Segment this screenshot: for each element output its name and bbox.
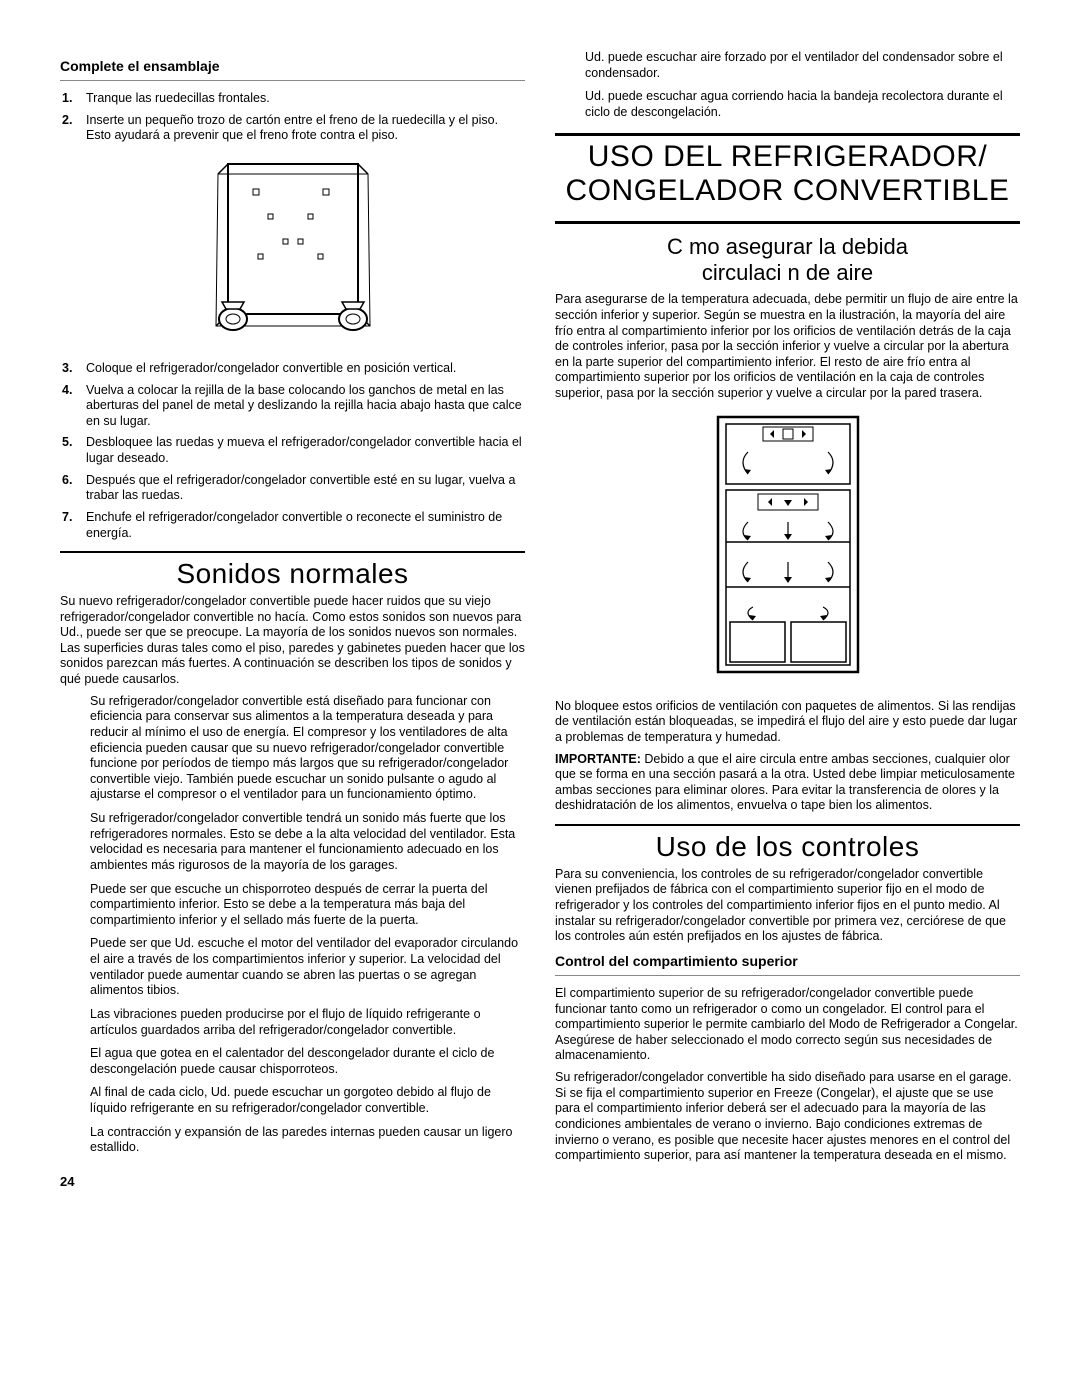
section-title-sounds: Sonidos normales [60,559,525,590]
sound-item: Su refrigerador/congelador convertible t… [60,811,525,874]
sound-item: Puede ser que Ud. escuche el motor del v… [60,936,525,999]
sound-item: La contracción y expansión de las parede… [60,1125,525,1156]
airflow-para2: No bloquee estos orificios de ventilació… [555,699,1020,746]
controls-para3: Su refrigerador/congelador convertible h… [555,1070,1020,1164]
list-item: Enchufe el refrigerador/congelador conve… [60,510,525,541]
sound-item: Las vibraciones pueden producirse por el… [60,1007,525,1038]
list-item: Inserte un pequeño trozo de cartón entre… [60,113,525,144]
subtitle-line1: C mo asegurar la debida [667,234,908,259]
list-item: Después que el refrigerador/congelador c… [60,473,525,504]
title-line1: USO DEL REFRIGERADOR/ [588,140,987,173]
divider [60,551,525,553]
controls-para2: El compartimiento superior de su refrige… [555,986,1020,1064]
figure-airflow [555,412,1020,687]
sounds-intro: Su nuevo refrigerador/congelador convert… [60,594,525,688]
subhead-upper-control: Control del compartimiento superior [555,953,1020,969]
sound-item: Ud. puede escuchar aire forzado por el v… [555,50,1020,81]
subsection-title-controls: Uso de los controles [555,832,1020,863]
subhead-complete-assembly: Complete el ensamblaje [60,58,525,74]
airflow-important: IMPORTANTE: Debido a que el aire circula… [555,752,1020,815]
list-item: Tranque las ruedecillas frontales. [60,91,525,107]
sound-item: Su refrigerador/congelador convertible e… [60,694,525,803]
assembly-steps-part1: Tranque las ruedecillas frontales. Inser… [60,91,525,144]
airflow-para1: Para asegurarse de la temperatura adecua… [555,292,1020,401]
list-item: Coloque el refrigerador/congelador conve… [60,361,525,377]
divider [555,824,1020,826]
subsection-title-airflow: C mo asegurar la debida circulaci n de a… [555,234,1020,287]
divider [555,975,1020,976]
assembly-steps-part2: Coloque el refrigerador/congelador conve… [60,361,525,541]
divider-heavy [555,133,1020,136]
divider-heavy [555,221,1020,224]
title-line2: CONGELADOR CONVERTIBLE [566,174,1010,207]
list-item: Desbloquee las ruedas y mueva el refrige… [60,435,525,466]
main-title: USO DEL REFRIGERADOR/ CONGELADOR CONVERT… [555,140,1020,209]
figure-caster-assembly [60,154,525,349]
sound-item: Ud. puede escuchar agua corriendo hacia … [555,89,1020,120]
sound-item: Al final de cada ciclo, Ud. puede escuch… [60,1085,525,1116]
list-item: Vuelva a colocar la rejilla de la base c… [60,383,525,430]
controls-para1: Para su conveniencia, los controles de s… [555,867,1020,945]
sound-item: El agua que gotea en el calentador del d… [60,1046,525,1077]
sound-item: Puede ser que escuche un chisporroteo de… [60,882,525,929]
important-label: IMPORTANTE: [555,752,641,766]
subtitle-line2: circulaci n de aire [702,260,873,285]
page-number: 24 [60,1174,525,1189]
divider [60,80,525,81]
